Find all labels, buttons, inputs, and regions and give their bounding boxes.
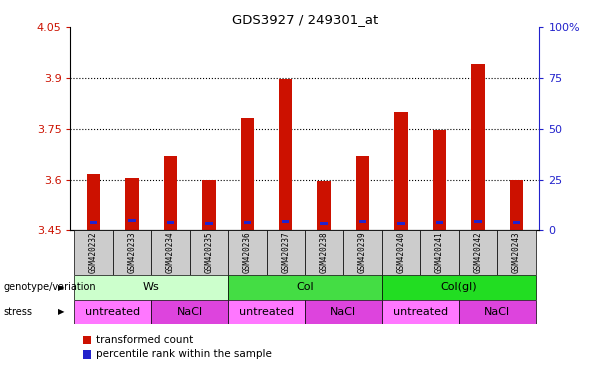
Text: GSM420243: GSM420243 — [512, 232, 521, 273]
Bar — [205, 222, 213, 225]
Text: Ws: Ws — [143, 282, 159, 292]
Bar — [436, 222, 443, 225]
Text: GSM420236: GSM420236 — [243, 232, 252, 273]
Bar — [202, 180, 216, 230]
Bar — [74, 230, 113, 275]
Bar — [471, 64, 485, 230]
Bar — [228, 230, 267, 275]
Text: stress: stress — [3, 307, 32, 317]
Bar — [497, 230, 536, 275]
Bar — [509, 180, 523, 230]
Bar — [151, 230, 189, 275]
Text: genotype/variation: genotype/variation — [3, 282, 96, 292]
Text: percentile rank within the sample: percentile rank within the sample — [96, 349, 272, 359]
Text: GSM420240: GSM420240 — [397, 232, 406, 273]
Bar — [243, 221, 251, 224]
Bar — [125, 178, 139, 230]
Text: ▶: ▶ — [58, 308, 64, 316]
Bar — [151, 300, 228, 324]
Text: GSM420234: GSM420234 — [166, 232, 175, 273]
Text: ▶: ▶ — [58, 283, 64, 291]
Text: GSM420235: GSM420235 — [204, 232, 213, 273]
Bar — [240, 119, 254, 230]
Bar — [356, 156, 370, 230]
Bar — [382, 300, 459, 324]
Text: GSM420242: GSM420242 — [473, 232, 482, 273]
Bar — [74, 300, 151, 324]
Bar — [343, 230, 382, 275]
Text: Col(gl): Col(gl) — [440, 282, 477, 292]
Bar — [318, 181, 331, 230]
Bar — [167, 221, 174, 224]
Bar — [305, 230, 343, 275]
Bar — [382, 275, 536, 300]
Bar — [282, 220, 289, 223]
Text: GSM420233: GSM420233 — [128, 232, 137, 273]
Bar — [382, 230, 421, 275]
Text: GSM420238: GSM420238 — [320, 232, 329, 273]
Bar — [228, 275, 382, 300]
Bar — [164, 156, 177, 230]
Text: GSM420239: GSM420239 — [358, 232, 367, 273]
Bar — [433, 130, 446, 230]
Bar — [189, 230, 228, 275]
Text: Col: Col — [296, 282, 314, 292]
Bar — [397, 222, 405, 225]
Text: NaCl: NaCl — [177, 307, 203, 317]
Text: untreated: untreated — [239, 307, 294, 317]
Text: GSM420241: GSM420241 — [435, 232, 444, 273]
Bar — [74, 275, 228, 300]
Bar — [459, 230, 497, 275]
Text: GSM420237: GSM420237 — [281, 232, 290, 273]
Bar — [87, 174, 101, 230]
Bar — [305, 300, 382, 324]
Bar — [228, 300, 305, 324]
Bar — [359, 220, 367, 223]
Bar — [321, 222, 328, 225]
Text: NaCl: NaCl — [484, 307, 510, 317]
Bar — [128, 219, 135, 222]
Text: untreated: untreated — [85, 307, 140, 317]
Title: GDS3927 / 249301_at: GDS3927 / 249301_at — [232, 13, 378, 26]
Bar — [267, 230, 305, 275]
Text: untreated: untreated — [393, 307, 448, 317]
Bar — [459, 300, 536, 324]
Bar — [394, 112, 408, 230]
Bar — [90, 221, 97, 224]
Bar — [421, 230, 459, 275]
Text: transformed count: transformed count — [96, 335, 193, 345]
Text: NaCl: NaCl — [330, 307, 357, 317]
Bar — [474, 220, 482, 223]
Bar — [279, 79, 292, 230]
Bar — [512, 222, 520, 225]
Bar — [113, 230, 151, 275]
Text: GSM420232: GSM420232 — [89, 232, 98, 273]
